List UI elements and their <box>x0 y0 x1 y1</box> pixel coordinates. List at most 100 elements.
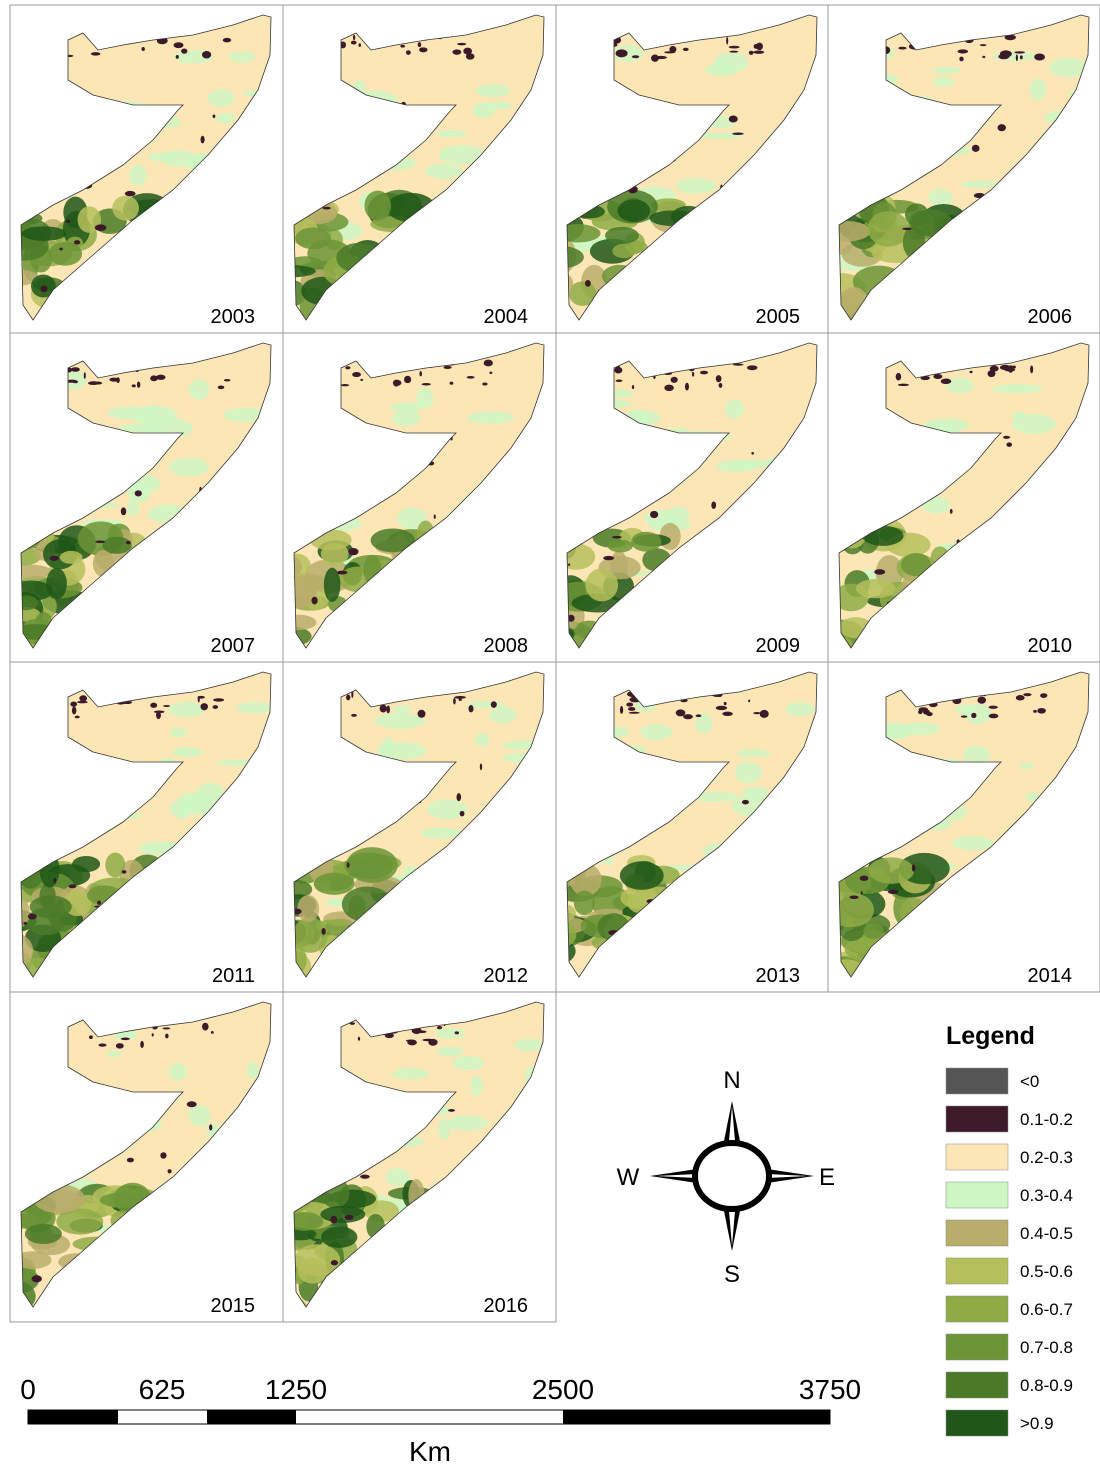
map-patch <box>168 1063 186 1081</box>
map-patch <box>337 571 348 575</box>
compass-east: E <box>819 1164 835 1191</box>
map-patch <box>726 37 728 45</box>
map-patch <box>330 1216 337 1224</box>
map-patch <box>436 1028 466 1039</box>
year-label: 2007 <box>211 635 256 657</box>
map-patch <box>950 509 953 514</box>
map-patch <box>961 715 968 717</box>
map-patch <box>754 44 759 49</box>
map-patch <box>1037 708 1046 714</box>
map-patch <box>683 714 693 719</box>
map-patch <box>696 714 702 717</box>
compass-west: W <box>617 1164 640 1191</box>
map-patch <box>933 374 942 379</box>
map-patch <box>70 702 77 707</box>
map-patch <box>48 242 82 266</box>
map-patch <box>95 540 105 543</box>
map-patch <box>53 878 56 883</box>
map-patch <box>66 220 71 223</box>
map-patch <box>489 372 492 374</box>
map-patch <box>447 1116 489 1131</box>
map-patch <box>360 1175 370 1179</box>
map-patch <box>574 890 595 915</box>
map-patch <box>1020 763 1034 770</box>
map-patch <box>466 53 475 59</box>
map-patch <box>1040 693 1047 698</box>
map-patch <box>487 101 511 109</box>
map-patch <box>1000 365 1011 370</box>
map-patch <box>211 1031 214 1034</box>
map-patch <box>91 52 101 55</box>
map-patch <box>467 376 475 379</box>
map-patch <box>297 895 319 922</box>
map-patch <box>218 385 225 389</box>
map-patch <box>109 378 119 382</box>
map-patch <box>49 556 58 561</box>
map-patch <box>868 857 914 883</box>
map-patch <box>386 705 390 713</box>
map-panel: 2016 <box>266 992 556 1326</box>
map-patch <box>181 49 187 54</box>
map-patch <box>631 532 661 552</box>
map-patch <box>59 248 63 251</box>
map-patch <box>380 705 387 713</box>
map-patch <box>60 551 83 564</box>
map-patch <box>972 145 980 152</box>
year-label: 2016 <box>484 1295 529 1317</box>
map-patch <box>348 548 358 555</box>
map-patch <box>676 178 716 193</box>
map-patch <box>407 1040 417 1046</box>
map-patch <box>201 136 205 144</box>
map-patch <box>150 703 157 708</box>
map-patch <box>683 48 689 51</box>
map-patch <box>132 384 136 387</box>
map-patch <box>965 704 992 724</box>
map-panel: 2013 <box>544 662 829 992</box>
map-patch <box>169 458 209 476</box>
map-panel: 2006 <box>815 5 1100 335</box>
map-patch <box>489 707 516 723</box>
map-patch <box>640 724 672 740</box>
map-patch <box>434 515 436 519</box>
map-patch <box>437 1046 464 1056</box>
map-patch <box>321 543 349 565</box>
map-patch <box>943 381 946 384</box>
legend-swatch <box>946 1410 1008 1436</box>
map-patch <box>1033 710 1037 713</box>
map-patch <box>1014 51 1025 53</box>
map-patch <box>40 285 47 292</box>
map-patch <box>459 698 462 701</box>
map-patch <box>861 892 863 895</box>
map-patch <box>998 124 1006 131</box>
year-label: 2006 <box>1028 306 1073 328</box>
map-patch <box>73 381 78 384</box>
map-patch <box>154 711 165 714</box>
map-patch <box>97 901 101 905</box>
map-patch <box>25 1224 62 1244</box>
map-patch <box>898 384 909 386</box>
map-patch <box>751 452 754 455</box>
map-patch <box>352 372 361 377</box>
map-patch <box>475 733 489 747</box>
map-patch <box>898 47 906 50</box>
map-panel: 2015 <box>0 992 283 1322</box>
map-patch <box>711 501 716 508</box>
map-patch <box>150 375 158 381</box>
map-patch <box>982 56 985 58</box>
map-patch <box>168 702 205 717</box>
map-patch <box>905 203 929 226</box>
map-patch <box>608 540 633 553</box>
map-patch <box>127 500 139 516</box>
map-patch <box>162 1027 170 1029</box>
map-patch <box>321 1226 357 1247</box>
legend-swatch <box>946 1106 1008 1132</box>
map-patch <box>351 714 357 717</box>
map-patch <box>418 42 422 47</box>
map-patch <box>692 372 694 377</box>
map-patch <box>375 713 425 729</box>
map-patch <box>605 227 639 244</box>
scale-label: 3750 <box>799 1374 861 1405</box>
map-patch <box>1030 79 1047 101</box>
map-patch <box>320 1206 365 1223</box>
compass: N S E W <box>617 1067 835 1288</box>
